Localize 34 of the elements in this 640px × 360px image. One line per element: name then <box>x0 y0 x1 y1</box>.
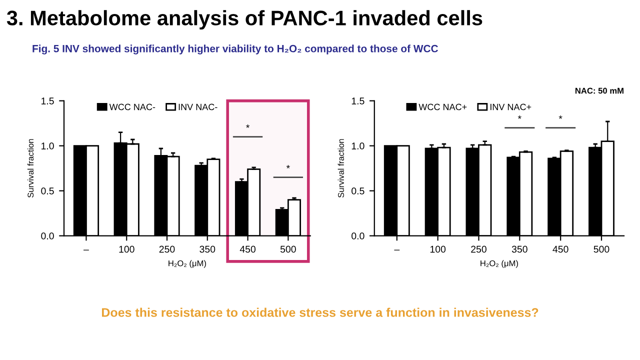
x-tick-label: 500 <box>280 246 296 253</box>
x-tick-label: 450 <box>240 246 256 253</box>
text: Does this resistance to oxidative stress serve a function in invasiveness? <box>102 308 538 317</box>
x-tick-label: 450 <box>552 246 568 253</box>
x-tick-label: 250 <box>159 246 175 253</box>
x-tick-label: 350 <box>512 246 528 253</box>
x-axis-title: H₂O₂ (μM) <box>480 260 518 268</box>
y-tick-label: 0.0 <box>41 232 54 240</box>
legend-label: INV NAC- <box>178 104 218 110</box>
x-tick-label: 500 <box>594 246 610 253</box>
x-tick-label: 250 <box>471 246 486 253</box>
legend-label: WCC NAC+ <box>418 104 467 110</box>
y-axis-title: Survival fraction <box>27 139 34 198</box>
y-tick-label: 0.5 <box>41 188 54 194</box>
x-tick-label: 100 <box>430 246 446 253</box>
y-tick-label: 1.5 <box>42 98 54 104</box>
y-tick-label: 1.0 <box>42 142 54 150</box>
annotation: * <box>246 124 250 128</box>
text: NAC: 50 mM <box>575 88 624 94</box>
y-tick-label: 1.5 <box>352 98 364 104</box>
annotation: * <box>558 115 562 119</box>
legend-label: INV NAC+ <box>490 104 532 110</box>
chart-title: 3. Metabolome analysis of PANC-1 invaded cells <box>6 10 482 30</box>
y-tick-label: 1.0 <box>352 142 364 150</box>
x-axis-title: H₂O₂ (μM) <box>168 260 206 268</box>
chart-subtitle: Fig. 5 INV showed significantly higher viability to H₂O₂ compared to those of WCC <box>32 44 438 54</box>
annotation: * <box>518 115 522 119</box>
y-tick-label: 0.0 <box>352 232 364 240</box>
y-tick-label: 0.5 <box>352 188 364 194</box>
y-axis-title: Survival fraction <box>338 139 344 198</box>
x-tick-label: 100 <box>119 246 134 253</box>
x-tick-label: 350 <box>200 246 216 253</box>
legend-label: WCC NAC- <box>109 104 156 110</box>
annotation: * <box>286 164 290 168</box>
